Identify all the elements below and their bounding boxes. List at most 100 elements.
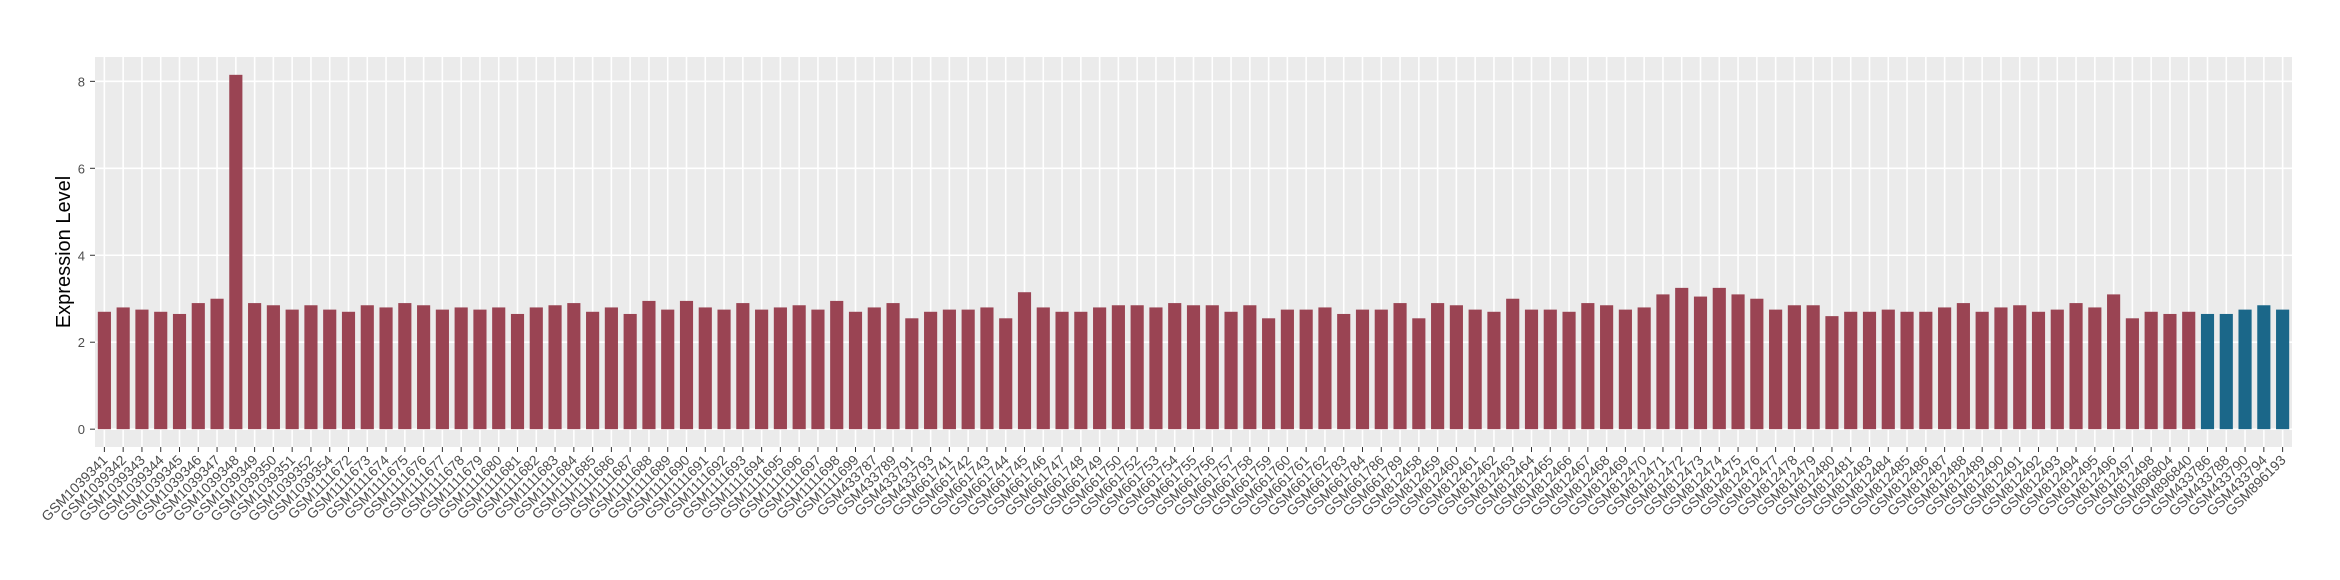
bar: [1975, 311, 1989, 430]
bar: [473, 309, 487, 430]
bar: [2238, 309, 2252, 430]
bar: [830, 300, 844, 430]
bar: [1374, 309, 1388, 430]
bar: [698, 307, 712, 430]
bar: [2182, 311, 2196, 430]
bar: [1581, 303, 1595, 430]
y-tick-label: 8: [78, 74, 85, 89]
bar: [1862, 311, 1877, 430]
bar: [360, 305, 374, 430]
bar: [154, 311, 168, 430]
bar: [398, 303, 412, 430]
bar: [1543, 309, 1557, 430]
bar: [942, 309, 956, 430]
bar: [736, 303, 750, 430]
bar: [1693, 296, 1708, 430]
bar: [1600, 305, 1614, 430]
bar: [248, 303, 262, 430]
bar: [1900, 311, 1914, 430]
bar: [848, 311, 863, 430]
bar: [2107, 294, 2121, 430]
bar: [1731, 294, 1745, 430]
bar: [905, 318, 919, 430]
bar: [1224, 311, 1238, 430]
bar: [1787, 305, 1801, 430]
bar: [1337, 313, 1351, 430]
bar: [2257, 305, 2271, 430]
bar: [1712, 287, 1726, 430]
bar: [1355, 309, 1370, 430]
bar: [1393, 303, 1407, 430]
bar: [229, 74, 243, 430]
bar: [529, 307, 543, 430]
bar: [792, 305, 806, 430]
bar: [1262, 318, 1276, 430]
bar: [1956, 303, 1970, 430]
bar: [1487, 311, 1501, 430]
bar: [2125, 318, 2139, 430]
bar: [454, 307, 468, 430]
bar: [586, 311, 600, 430]
bar: [999, 318, 1013, 430]
bar: [679, 300, 694, 430]
bar: [1844, 311, 1858, 430]
bar: [2163, 313, 2177, 430]
bar: [2219, 313, 2233, 430]
bar: [2144, 311, 2158, 430]
bar: [1637, 307, 1651, 430]
bar: [1243, 305, 1257, 430]
bar: [304, 305, 318, 430]
bar: [1806, 305, 1820, 430]
bar: [961, 309, 975, 430]
bar: [1412, 318, 1426, 430]
bar: [341, 311, 356, 430]
bar: [1017, 292, 1032, 430]
bar: [567, 303, 581, 430]
bar: [1299, 309, 1313, 430]
y-tick-label: 4: [78, 248, 85, 263]
bar: [1431, 303, 1445, 430]
bar: [97, 311, 111, 430]
bar: [2069, 303, 2083, 430]
bar: [1074, 311, 1088, 430]
bar: [2276, 309, 2290, 430]
bar: [623, 313, 637, 430]
bar: [323, 309, 337, 430]
bar: [755, 309, 769, 430]
bar: [510, 313, 525, 430]
bar: [172, 313, 187, 430]
bar: [266, 305, 280, 430]
bar: [1130, 305, 1144, 430]
bar: [1769, 309, 1783, 430]
bar: [116, 307, 130, 430]
bar: [1750, 298, 1764, 430]
bar: [1994, 307, 2008, 430]
bar: [1280, 309, 1294, 430]
bar: [1093, 307, 1107, 430]
bar: [1506, 298, 1520, 430]
bar: [2088, 307, 2102, 430]
bar: [924, 311, 938, 430]
bar: [1562, 311, 1576, 430]
bar: [980, 307, 994, 430]
bar: [2050, 309, 2064, 430]
bar: [1149, 307, 1163, 430]
bar: [1524, 309, 1539, 430]
bar: [661, 309, 675, 430]
bar: [379, 307, 393, 430]
bar: [1205, 305, 1219, 430]
bar: [1881, 309, 1895, 430]
bar: [1168, 303, 1182, 430]
bar: [1449, 305, 1463, 430]
bar: [604, 307, 618, 430]
bar: [1055, 311, 1069, 430]
bar: [285, 309, 299, 430]
bar: [1675, 287, 1689, 430]
y-tick-label: 6: [78, 161, 85, 176]
bar: [2031, 311, 2046, 430]
y-tick-label: 0: [78, 422, 85, 437]
bar: [2200, 313, 2215, 430]
bar: [1318, 307, 1332, 430]
y-tick-label: 2: [78, 335, 85, 350]
bar: [1938, 307, 1952, 430]
